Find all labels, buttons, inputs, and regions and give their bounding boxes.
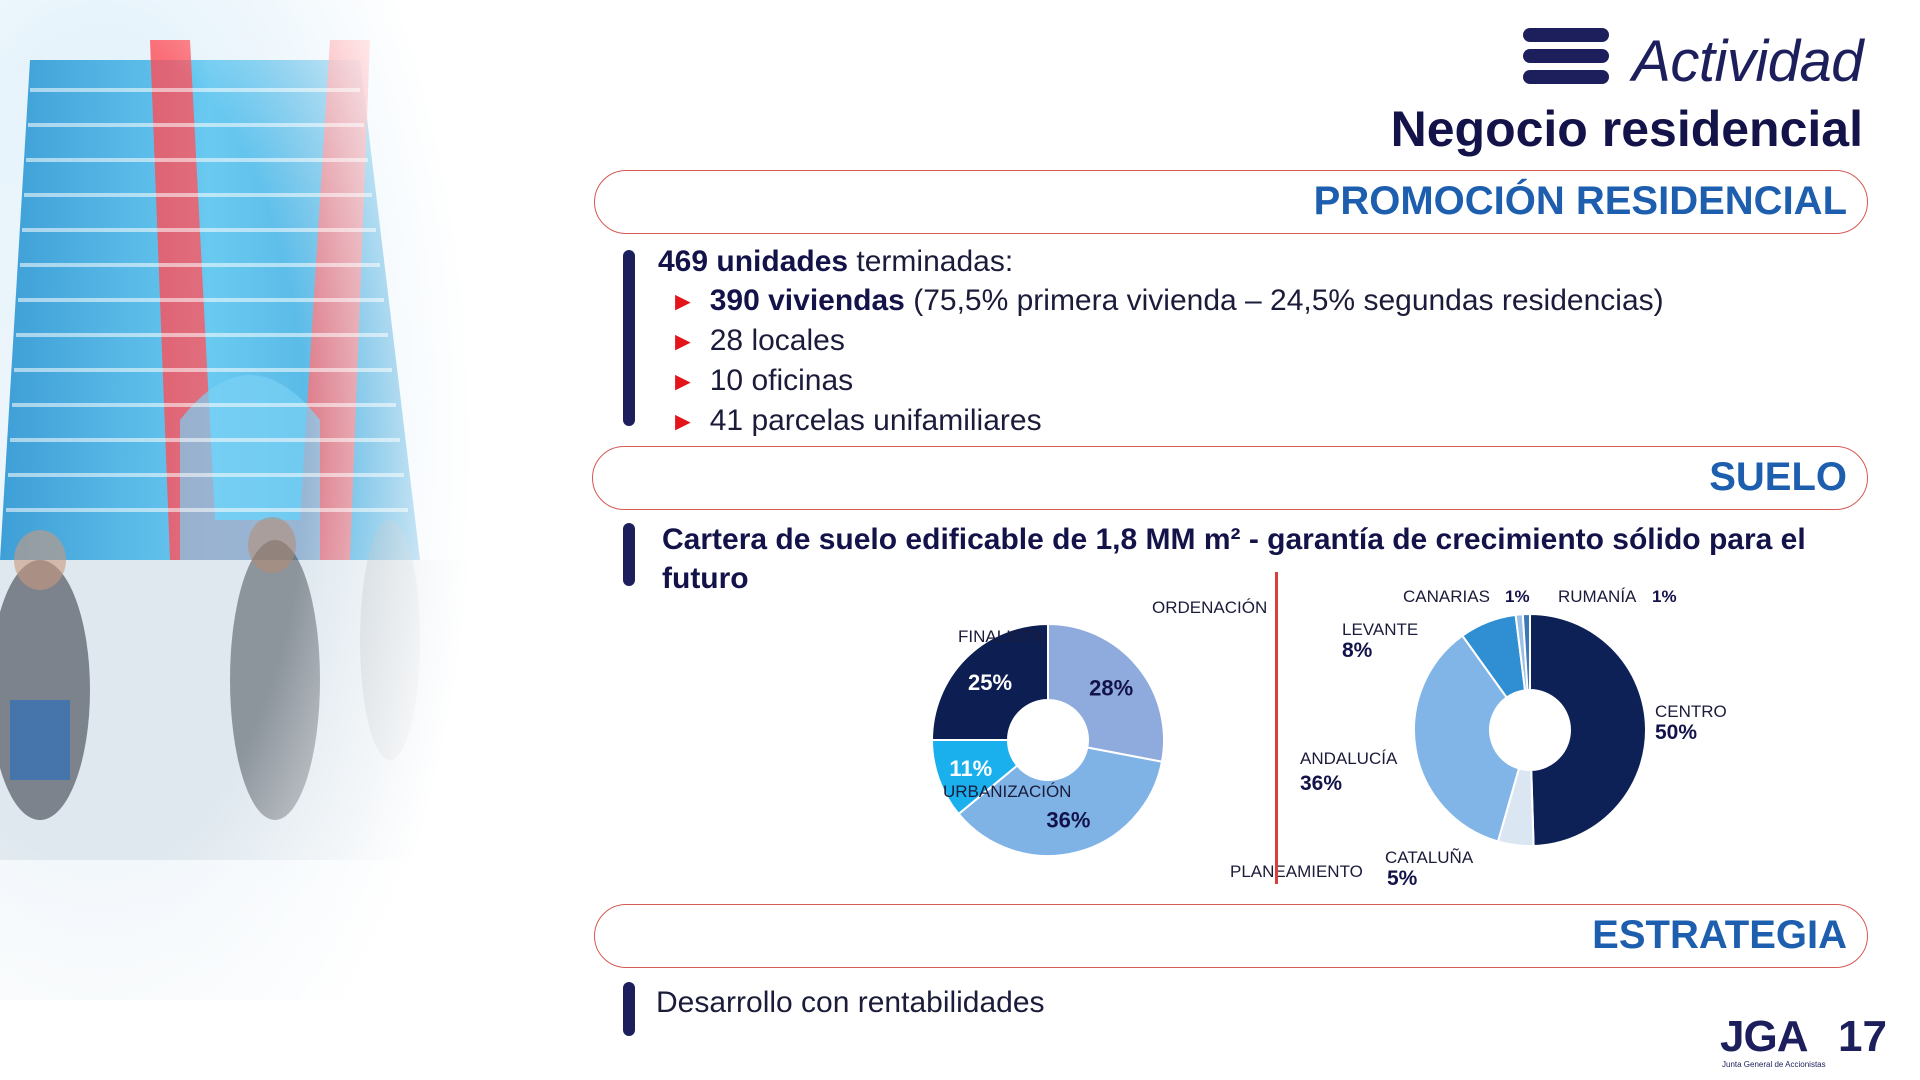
land-charts: 28% 36% 11% 25% ORDENACIÓN PLANEAMIENTO URBANI…: [930, 587, 1727, 890]
logo-text: JGA: [1720, 1012, 1808, 1061]
bullet-arrow-icon: ►: [670, 406, 696, 436]
estrategia-text: Desarrollo con rentabilidades: [656, 986, 1045, 1019]
slice-value-label: 50%: [1655, 721, 1697, 744]
item-text: 28 locales: [709, 324, 845, 357]
section-label: Actividad: [1632, 29, 1863, 94]
menu-lines-icon: [1523, 28, 1609, 88]
units-label: terminadas:: [848, 245, 1014, 278]
pie-slice-centro: [1529, 612, 1647, 847]
pie-slice-andalucía: [1413, 634, 1521, 843]
list-item: ► 10 oficinas: [658, 361, 1664, 401]
category-label: PLANEAMIENTO: [1230, 862, 1363, 881]
accent-bar: [623, 523, 635, 586]
category-label: URBANIZACIÓN: [943, 782, 1071, 801]
pie-chart-estado: 28% 36% 11% 25% ORDENACIÓN PLANEAMIENTO URBANI…: [930, 598, 1363, 881]
logo-year: 17: [1838, 1012, 1887, 1061]
slice-value-label: 11%: [949, 756, 992, 781]
accent-bar: [623, 250, 635, 426]
promocion-list: 469 unidades terminadas: ► 390 viviendas …: [658, 242, 1664, 441]
category-label: CANARIAS: [1403, 587, 1490, 606]
slice-value-label: 36%: [1046, 807, 1090, 832]
slice-value-label: 28%: [1089, 676, 1133, 701]
category-label: RUMANÍA: [1558, 587, 1637, 606]
list-item: ► 390 viviendas (75,5% primera vivienda –…: [658, 281, 1664, 321]
bullet-arrow-icon: ►: [670, 286, 696, 316]
slice-value-label: 8%: [1342, 639, 1373, 662]
units-summary: 469 unidades terminadas:: [658, 242, 1664, 281]
chart-divider: [1275, 572, 1278, 884]
banner-promocion-residencial: PROMOCIÓN RESIDENCIAL: [594, 170, 1868, 234]
banner-estrategia-label: ESTRATEGIA: [1592, 913, 1847, 957]
page-title: Negocio residencial: [1390, 101, 1863, 157]
item-text: (75,5% primera vivienda – 24,5% segundas…: [904, 284, 1664, 317]
category-label: FINALISTA: [958, 627, 1043, 646]
category-label: LEVANTE: [1342, 620, 1418, 639]
jga-logo: JGA 17 Junta General de Accionistas: [1720, 1012, 1910, 1072]
bullet-arrow-icon: ►: [670, 366, 696, 396]
slice-value-label: 1%: [1652, 587, 1677, 606]
slice-value-label: 5%: [1387, 867, 1418, 890]
banner-promocion-label: PROMOCIÓN RESIDENCIAL: [1313, 179, 1847, 223]
pie-slice-ordenación: [1047, 622, 1165, 763]
pie-slice-rumanía: [1521, 612, 1531, 692]
slice-value-label: 36%: [1300, 772, 1342, 795]
list-item: ► 28 locales: [658, 321, 1664, 361]
building-photo: [0, 0, 500, 1000]
category-label: CATALUÑA: [1385, 848, 1474, 867]
item-bold: 390 viviendas: [709, 284, 905, 317]
banner-estrategia: ESTRATEGIA: [594, 904, 1868, 968]
list-item: ► 41 parcelas unifamiliares: [658, 401, 1664, 441]
banner-suelo: SUELO: [592, 446, 1868, 510]
category-label: ORDENACIÓN: [1152, 598, 1267, 617]
logo-subtitle: Junta General de Accionistas: [1722, 1060, 1826, 1069]
slice-value-label: 25%: [968, 670, 1012, 695]
accent-bar: [623, 982, 635, 1036]
bullet-arrow-icon: ►: [670, 326, 696, 356]
item-text: 10 oficinas: [709, 364, 854, 397]
pie-slice-planeamiento: [957, 746, 1164, 857]
suelo-headline: Cartera de suelo edificable de 1,8 MM m²…: [662, 523, 1806, 595]
slice-value-label: 1%: [1505, 587, 1530, 606]
category-label: CENTRO: [1655, 702, 1727, 721]
units-count: 469 unidades: [658, 245, 849, 278]
item-text: 41 parcelas unifamiliares: [709, 404, 1042, 437]
category-label: ANDALUCÍA: [1300, 749, 1398, 768]
pie-slice-finalista: [930, 622, 1049, 741]
banner-suelo-label: SUELO: [1709, 455, 1847, 499]
